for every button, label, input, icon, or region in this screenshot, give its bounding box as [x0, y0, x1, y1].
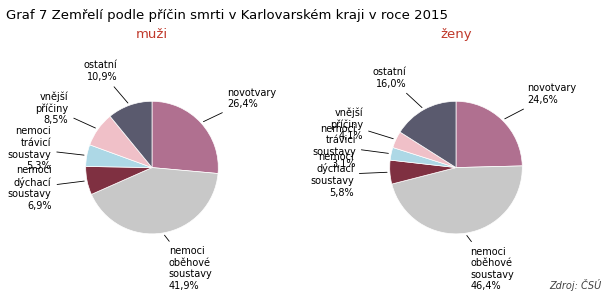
Text: ostatní
16,0%: ostatní 16,0% — [373, 67, 422, 108]
Text: Graf 7 Zemřelí podle příčin smrti v Karlovarském kraji v roce 2015: Graf 7 Zemřelí podle příčin smrti v Karl… — [6, 9, 448, 22]
Text: nemoci
trávicí
soustavy
5,3%: nemoci trávicí soustavy 5,3% — [7, 126, 84, 171]
Text: novotvary
26,4%: novotvary 26,4% — [204, 88, 277, 122]
Wedge shape — [400, 101, 456, 168]
Text: nemoci
trávicí
soustavy
3,1%: nemoci trávicí soustavy 3,1% — [312, 124, 389, 168]
Wedge shape — [90, 116, 152, 168]
Text: Zdroj: ČSÚ: Zdroj: ČSÚ — [550, 279, 602, 291]
Text: ostatní
10,9%: ostatní 10,9% — [84, 60, 128, 103]
Text: vnější
příčiny
8,5%: vnější příčiny 8,5% — [35, 91, 95, 128]
Wedge shape — [86, 166, 152, 194]
Text: vnější
příčiny
4,1%: vnější příčiny 4,1% — [330, 107, 393, 141]
Wedge shape — [110, 101, 152, 168]
Wedge shape — [86, 145, 152, 168]
Wedge shape — [91, 168, 218, 234]
Wedge shape — [152, 101, 218, 173]
Wedge shape — [392, 166, 522, 234]
Text: nemoci
oběhové
soustavy
41,9%: nemoci oběhové soustavy 41,9% — [165, 235, 212, 291]
Text: nemoci
oběhové
soustavy
46,4%: nemoci oběhové soustavy 46,4% — [467, 235, 514, 291]
Text: nemoci
dýchací
soustavy
5,8%: nemoci dýchací soustavy 5,8% — [310, 152, 387, 198]
Text: muži: muži — [136, 28, 168, 41]
Wedge shape — [456, 101, 522, 168]
Wedge shape — [390, 148, 456, 168]
Wedge shape — [393, 132, 456, 168]
Text: novotvary
24,6%: novotvary 24,6% — [505, 83, 576, 119]
Text: nemoci
dýchací
soustavy
6,9%: nemoci dýchací soustavy 6,9% — [8, 165, 85, 211]
Wedge shape — [390, 160, 456, 184]
Text: ženy: ženy — [440, 28, 472, 41]
